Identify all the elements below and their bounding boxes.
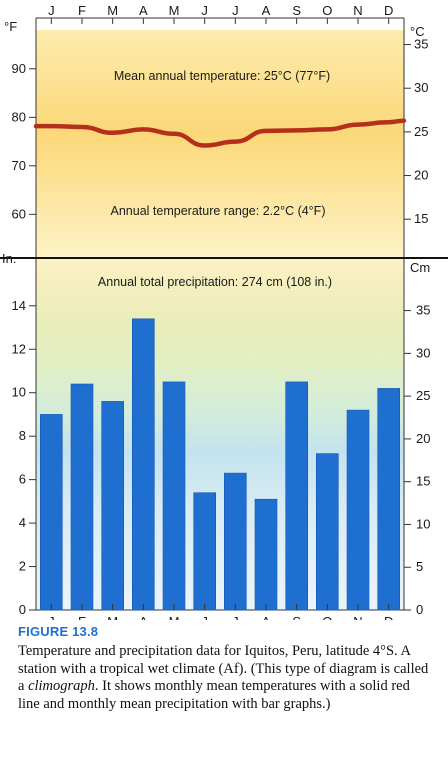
month-label-bottom: F [78, 614, 86, 620]
prec-left-tick-label: 8 [19, 428, 26, 443]
month-label-top: A [262, 3, 271, 18]
month-label-top: J [232, 3, 239, 18]
precipitation-chart: 0 2 4 6 8 10 12 14 0 5 10 15 20 25 30 35 [12, 298, 431, 617]
figure-caption: FIGURE 13.8 Temperature and precipitatio… [18, 624, 430, 713]
caption-text-end: . It shows monthly mean temperatures wit… [18, 678, 410, 712]
prec-right-tick-label: 10 [416, 516, 430, 531]
precipitation-total-annotation: Annual total precipitation: 274 cm (108 … [98, 275, 332, 289]
month-label-bottom: O [322, 614, 332, 620]
temp-right-tick-label: 30 [414, 80, 428, 95]
precipitation-bar [101, 401, 124, 611]
month-label-top: F [78, 3, 86, 18]
prec-right-tick-label: 30 [416, 345, 430, 360]
month-label-bottom: S [292, 614, 301, 620]
precipitation-bar [285, 381, 309, 611]
prec-left-tick-label: 4 [19, 515, 26, 530]
month-label-top: O [322, 3, 332, 18]
prec-left-tick-label: 0 [19, 602, 26, 617]
prec-right-tick-label: 20 [416, 431, 430, 446]
temp-right-tick-label: 35 [414, 37, 428, 52]
prec-left-tick-label: 14 [12, 298, 26, 313]
month-label-bottom: A [139, 614, 148, 620]
caption-text-italic: climograph [28, 678, 95, 694]
month-label-top: J [201, 3, 208, 18]
climograph: 60 70 80 90 15 20 25 30 35 0 2 4 6 8 10 12 14 0 5 10 15 20 25… [0, 3, 448, 620]
month-label-bottom: N [353, 614, 362, 620]
precipitation-panel-background [36, 258, 404, 610]
precipitation-bar [254, 498, 278, 611]
month-label-bottom: J [201, 614, 208, 620]
prec-left-tick-label: 2 [19, 559, 26, 574]
prec-right-tick-label: 25 [416, 388, 430, 403]
precipitation-bar [39, 414, 63, 611]
temp-left-tick-label: 60 [12, 206, 26, 221]
precipitation-left-unit: In. [2, 251, 16, 266]
temp-left-tick-label: 80 [12, 109, 26, 124]
month-label-top: D [384, 3, 393, 18]
month-label-bottom: M [169, 614, 180, 620]
figure-label: FIGURE 13.8 [18, 624, 99, 639]
precipitation-bar [346, 409, 370, 611]
month-label-top: M [169, 3, 180, 18]
month-label-top: M [107, 3, 118, 18]
month-label-bottom: A [262, 614, 271, 620]
month-label-bottom: J [48, 614, 55, 620]
precipitation-bar [315, 453, 339, 611]
temperature-left-unit: °F [4, 19, 17, 34]
temp-right-tick-label: 25 [414, 124, 428, 139]
precipitation-bar [377, 388, 401, 611]
temp-right-tick-label: 20 [414, 168, 428, 183]
precipitation-right-unit: Cm [410, 260, 430, 275]
caption-text-start: Temperature and precipitation data for I… [18, 643, 429, 694]
temp-left-tick-label: 70 [12, 158, 26, 173]
temperature-right-unit: °C [410, 24, 425, 39]
mean-temperature-annotation: Mean annual temperature: 25°C (77°F) [114, 69, 330, 83]
prec-left-tick-label: 6 [19, 472, 26, 487]
month-label-top: J [48, 3, 55, 18]
month-labels: J F M A M J J A S O N D J F M A M J J A S O N D [48, 3, 393, 620]
month-label-bottom: D [384, 614, 393, 620]
month-label-top: N [353, 3, 362, 18]
prec-right-tick-label: 35 [416, 303, 430, 318]
precipitation-bar [162, 381, 186, 611]
precipitation-bar [70, 383, 94, 611]
precipitation-bar [132, 318, 155, 611]
month-label-bottom: M [107, 614, 118, 620]
prec-right-tick-label: 15 [416, 474, 430, 489]
temperature-range-annotation: Annual temperature range: 2.2°C (4°F) [111, 204, 326, 218]
prec-right-tick-label: 0 [416, 602, 423, 617]
caption-text: Temperature and precipitation data for I… [18, 643, 430, 713]
month-label-bottom: J [232, 614, 239, 620]
temp-right-tick-label: 15 [414, 211, 428, 226]
month-label-top: S [292, 3, 301, 18]
prec-right-tick-label: 5 [416, 559, 423, 574]
prec-left-tick-label: 10 [12, 385, 26, 400]
mean-temperature-line [33, 118, 407, 148]
precipitation-bar [193, 492, 216, 611]
temp-left-tick-label: 90 [12, 61, 26, 76]
precipitation-bar [224, 472, 247, 611]
prec-left-tick-label: 12 [12, 341, 26, 356]
temperature-chart: 60 70 80 90 15 20 25 30 35 [12, 37, 429, 227]
month-label-top: A [139, 3, 148, 18]
